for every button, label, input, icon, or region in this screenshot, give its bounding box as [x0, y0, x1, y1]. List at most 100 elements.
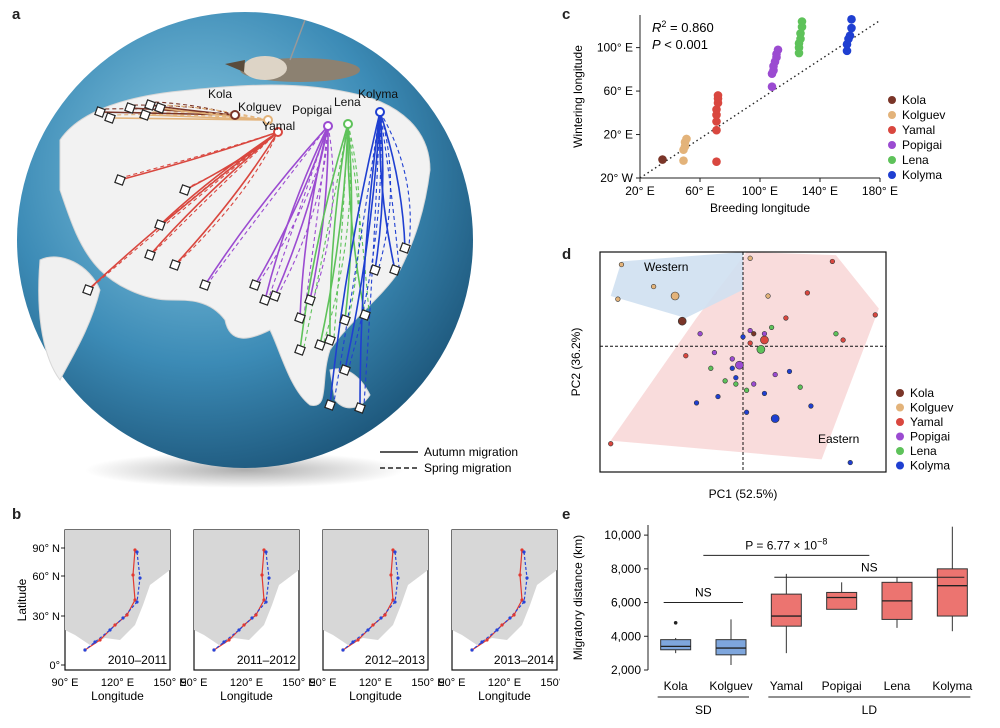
b-ytick: 0°	[49, 660, 60, 672]
wintering-marker	[154, 102, 166, 114]
breeding-site-kola	[230, 110, 240, 120]
longitude-scatter-chart: 20° E 60° E 100° E 140° E 180° E20° W20° E60…	[571, 15, 945, 215]
population-label-yamal: Yamal	[262, 119, 295, 133]
wintering-marker	[249, 279, 261, 291]
e-ns-label: NS	[861, 560, 878, 574]
e-box	[715, 639, 747, 656]
c-ylabel: Wintering longitude	[571, 45, 585, 148]
c-legend-label: Kolguev	[902, 108, 945, 122]
track-popigai-spring	[258, 125, 329, 283]
wintering-marker	[389, 264, 401, 276]
route-point	[512, 613, 516, 617]
b-xtick: 150° E	[540, 677, 560, 689]
route-point	[254, 613, 258, 617]
b-xtick: 150° E	[282, 677, 315, 689]
track-popigai-autumn	[254, 125, 329, 286]
route-point	[383, 613, 387, 617]
d-legend-label: Yamal	[910, 415, 943, 429]
wintering-marker	[339, 364, 351, 376]
d-western-hull	[610, 252, 743, 318]
d-point-yamal	[804, 290, 810, 296]
breeding-site-yamal	[273, 127, 283, 137]
wintering-marker	[259, 294, 271, 306]
c-legend-swatch	[888, 96, 896, 104]
c-legend-swatch	[888, 126, 896, 134]
c-point-kolyma	[842, 46, 852, 56]
b-xlabel: Longitude	[91, 689, 144, 703]
route-point	[485, 638, 489, 642]
c-p-annotation: P < 0.001	[652, 37, 708, 52]
route-point	[356, 638, 360, 642]
d-legend-label: Kolguev	[910, 401, 953, 415]
d-legend-swatch	[896, 403, 904, 412]
wintering-marker	[82, 284, 94, 296]
track-yamal-autumn	[184, 131, 279, 191]
d-point-kolguev	[670, 291, 680, 301]
route-point	[227, 638, 231, 642]
d-legend-label: Lena	[910, 444, 937, 458]
b-xtick: 90° E	[309, 677, 336, 689]
d-point-yamal	[747, 340, 753, 346]
c-xtick-label: 60° E	[685, 184, 714, 198]
e-ytick-label: 2,000	[611, 663, 641, 677]
track-kolyma-autumn	[378, 111, 396, 271]
d-point-popigai	[735, 360, 744, 370]
route-point	[396, 576, 400, 580]
route-point	[135, 600, 139, 604]
track-popigai-autumn	[299, 125, 329, 319]
route-point	[391, 548, 395, 552]
d-point-kolyma	[693, 400, 700, 406]
c-ytick-label: 60° E	[604, 84, 633, 98]
e-box-kolyma	[936, 526, 968, 632]
wintering-marker	[144, 249, 156, 261]
panel-label-d: d	[562, 246, 572, 263]
d-point-lena	[833, 331, 839, 337]
map-legend: Autumn migration Spring migration	[380, 445, 518, 475]
b-xlabel: Longitude	[478, 689, 531, 703]
wintering-marker	[314, 339, 326, 351]
c-ytick-label: 20° W	[600, 171, 633, 185]
track-lena-spring	[303, 123, 349, 348]
e-category-label: Kolyma	[932, 679, 972, 693]
d-legend-label: Kola	[910, 386, 934, 400]
e-box-lena	[881, 577, 913, 628]
track-popigai-autumn	[204, 125, 329, 286]
route-point	[125, 613, 129, 617]
track-popigai-spring	[303, 125, 329, 316]
track-kolyma-spring	[379, 111, 411, 246]
b-ytick: 30° N	[32, 611, 60, 623]
wintering-marker	[359, 309, 371, 321]
e-ytick-label: 8,000	[611, 562, 641, 576]
c-xtick-label: 180° E	[862, 184, 898, 198]
e-box	[936, 568, 968, 617]
c-point-yamal	[713, 91, 723, 100]
wintering-marker	[304, 294, 316, 306]
route-point	[237, 628, 241, 632]
d-point-kolguev	[651, 283, 657, 290]
population-label-kolyma: Kolyma	[358, 87, 398, 101]
c-legend-label: Yamal	[902, 123, 935, 137]
wintering-marker	[179, 184, 191, 196]
track-lena-spring	[347, 123, 361, 318]
wintering-marker	[324, 334, 336, 346]
route-point	[138, 576, 142, 580]
track-popigai-autumn	[264, 125, 329, 301]
c-legend-label: Kola	[902, 93, 926, 107]
d-point-popigai	[729, 356, 735, 362]
wintering-marker	[154, 219, 166, 231]
route-point	[470, 648, 474, 652]
b-xlabel: Longitude	[220, 689, 273, 703]
route-point	[133, 548, 137, 552]
track-kolyma-autumn	[379, 111, 406, 249]
b-xtick: 120° E	[359, 677, 392, 689]
track-lena-autumn	[347, 123, 366, 316]
d-eastern-label: Eastern	[818, 432, 859, 446]
mini-map-3: 2012–2013 90° E 120° E 150° E Longitude	[309, 529, 445, 703]
d-point-popigai	[747, 327, 753, 334]
route-point	[260, 573, 264, 577]
c-xtick-label: 100° E	[742, 184, 778, 198]
track-yamal-autumn	[174, 131, 279, 266]
wintering-marker	[269, 290, 281, 302]
e-category-label: Kola	[664, 679, 688, 693]
legend-autumn-label: Autumn migration	[424, 445, 518, 459]
